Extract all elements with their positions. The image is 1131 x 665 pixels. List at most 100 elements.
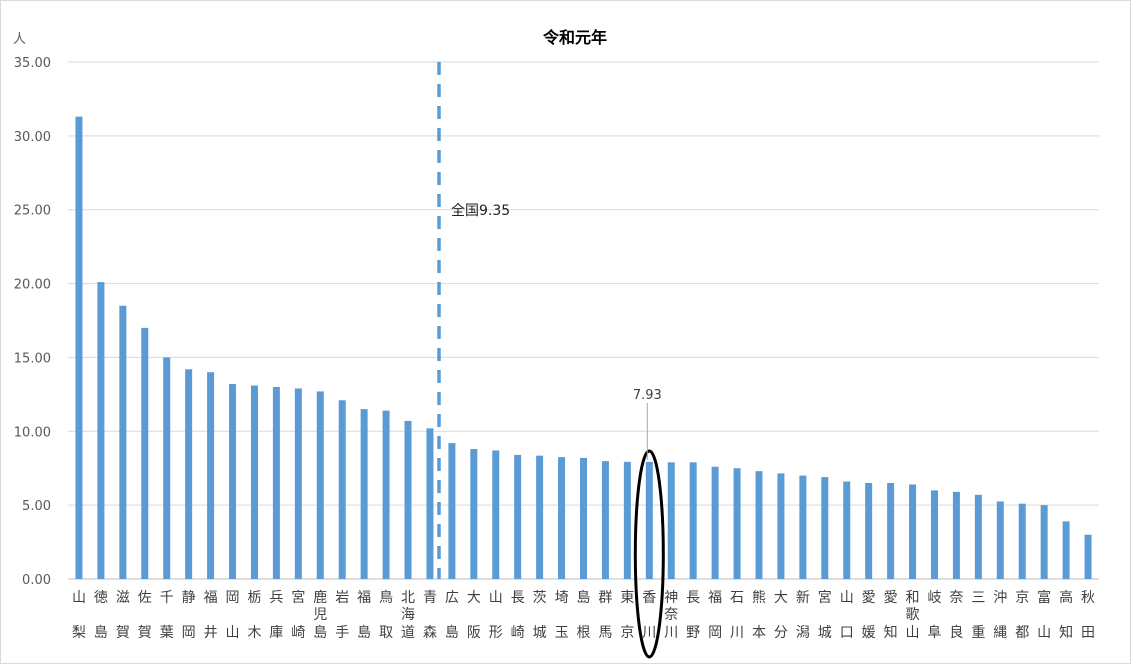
category-label: 奈 xyxy=(664,607,678,623)
category-label: 京 xyxy=(620,625,634,641)
y-tick-label: 0.00 xyxy=(22,573,51,588)
bar xyxy=(514,454,522,579)
category-label: 玉 xyxy=(555,625,569,641)
category-label: 川 xyxy=(730,625,744,641)
bar xyxy=(536,455,544,579)
category-label: 新 xyxy=(796,590,810,606)
bar xyxy=(667,462,675,579)
category-label: 滋 xyxy=(116,590,130,606)
bar xyxy=(601,461,609,579)
category-label: 重 xyxy=(971,625,985,641)
bar xyxy=(1084,534,1092,579)
bar xyxy=(316,391,324,579)
bar xyxy=(1018,503,1026,579)
category-label: 島 xyxy=(94,625,108,641)
category-label: 森 xyxy=(423,625,437,641)
bar xyxy=(930,490,938,579)
category-label: 潟 xyxy=(796,625,810,641)
bar xyxy=(272,386,280,579)
category-label: 崎 xyxy=(511,625,525,641)
category-label: 愛 xyxy=(884,590,898,606)
bar xyxy=(382,410,390,579)
bar xyxy=(141,327,149,579)
category-label: 縄 xyxy=(993,625,1007,641)
category-label: 庫 xyxy=(269,624,283,641)
category-label: 野 xyxy=(686,625,700,641)
y-tick-label: 5.00 xyxy=(22,499,51,514)
bar xyxy=(470,449,478,579)
category-label: 歌 xyxy=(906,607,920,623)
category-label: 東 xyxy=(620,590,634,606)
bar xyxy=(580,457,587,579)
category-label: 福 xyxy=(357,590,371,606)
category-label: 香 xyxy=(642,590,656,606)
category-label: 島 xyxy=(357,625,371,641)
bar xyxy=(755,471,763,579)
category-label: 奈 xyxy=(949,590,963,606)
category-label: 神 xyxy=(664,590,678,606)
chart-title: 令和元年 xyxy=(542,28,607,47)
category-label: 岡 xyxy=(226,590,240,606)
category-label: 海 xyxy=(401,607,415,623)
category-label: 岐 xyxy=(927,590,941,606)
category-label: 分 xyxy=(774,625,788,641)
bar xyxy=(821,477,829,579)
category-label: 取 xyxy=(379,625,393,641)
category-label: 島 xyxy=(445,625,459,641)
highlight-data-label: 7.93 xyxy=(633,388,662,403)
category-label: 賀 xyxy=(116,625,130,641)
category-label: 田 xyxy=(1081,625,1095,641)
category-label: 青 xyxy=(423,590,437,606)
category-label: 茨 xyxy=(533,590,547,606)
category-label: 島 xyxy=(313,625,327,641)
category-label: 口 xyxy=(840,625,854,641)
category-label: 根 xyxy=(577,625,591,641)
category-label: 媛 xyxy=(862,625,876,641)
bar xyxy=(1040,505,1048,579)
bar xyxy=(974,494,982,579)
category-label: 島 xyxy=(577,590,591,606)
y-tick-label: 15.00 xyxy=(14,351,51,366)
category-label: 石 xyxy=(730,590,744,606)
category-label: 兵 xyxy=(269,590,283,606)
category-label: 都 xyxy=(1015,625,1029,641)
category-label: 栃 xyxy=(247,590,261,606)
category-label: 岩 xyxy=(335,590,349,606)
bar xyxy=(799,475,807,579)
category-label: 川 xyxy=(664,625,678,641)
bar xyxy=(97,282,105,579)
bar xyxy=(645,461,653,579)
bar xyxy=(909,484,917,579)
category-label: 馬 xyxy=(598,625,612,641)
category-label: 葉 xyxy=(160,625,174,641)
category-label: 山 xyxy=(1037,625,1051,641)
category-label: 三 xyxy=(971,590,985,606)
bar xyxy=(338,400,346,579)
bar xyxy=(952,491,960,579)
category-label: 長 xyxy=(686,590,700,606)
bar xyxy=(492,450,500,579)
category-label: 崎 xyxy=(291,625,305,641)
bar xyxy=(360,409,368,579)
bar xyxy=(448,443,456,579)
category-label: 山 xyxy=(226,625,240,641)
category-label: 千 xyxy=(160,590,174,606)
bar xyxy=(163,357,171,579)
bar xyxy=(558,457,566,579)
category-label: 本 xyxy=(752,625,766,641)
bar xyxy=(711,466,719,579)
bar xyxy=(865,482,873,579)
category-label: 山 xyxy=(489,590,503,606)
category-label: 大 xyxy=(774,590,788,606)
category-label: 梨 xyxy=(72,625,86,641)
category-label: 佐 xyxy=(138,590,152,606)
gridlines xyxy=(68,61,1099,580)
category-label: 岡 xyxy=(708,625,722,641)
category-label: 福 xyxy=(708,590,722,606)
y-axis: 0.00 5.00 10.00 15.00 20.00 25.00 30.00 35.00 xyxy=(14,56,51,588)
category-label: 埼 xyxy=(555,590,569,606)
category-label: 熊 xyxy=(752,590,766,606)
category-label: 川 xyxy=(642,625,656,641)
y-tick-label: 10.00 xyxy=(14,425,51,440)
